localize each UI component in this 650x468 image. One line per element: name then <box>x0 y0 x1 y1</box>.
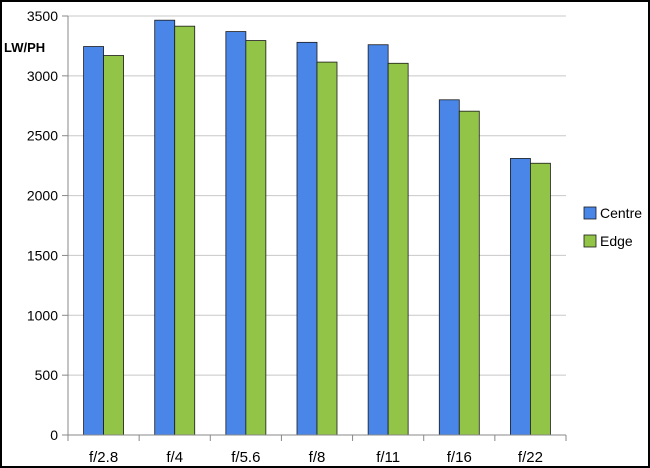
y-tick-label: 2000 <box>27 188 58 204</box>
x-tick-label: f/4 <box>166 449 183 466</box>
y-tick-label: 0 <box>50 427 58 443</box>
y-tick-label: 1000 <box>27 307 58 323</box>
y-tick-label: 1500 <box>27 247 58 263</box>
axes-group: 0 500 1000 1500 2000 2500 3000 3500 f/2.8 f/4 f/5.… <box>27 8 567 466</box>
x-tick-label: f/2.8 <box>89 449 118 466</box>
bar-edge-f16 <box>458 110 480 436</box>
bar-edge-f4 <box>174 25 196 436</box>
bar-centre-f5.6 <box>225 31 247 436</box>
bar-centre-f2.8 <box>83 46 104 436</box>
x-tick-label: f/11 <box>376 449 400 466</box>
bar-edge-f22 <box>530 162 551 436</box>
legend-label-edge: Edge <box>600 233 633 249</box>
x-tick-label: f/22 <box>518 449 543 466</box>
bar-centre-f4 <box>154 19 176 436</box>
legend-swatch-centre <box>583 206 597 220</box>
bar-centre-f11 <box>367 44 389 436</box>
bar-centre-f8 <box>296 41 318 436</box>
bar-edge-f8 <box>316 61 338 436</box>
x-tick-label: f/8 <box>309 449 326 466</box>
x-tick-label: f/16 <box>447 449 472 466</box>
bar-edge-f11 <box>387 62 409 436</box>
y-tick-label: 3000 <box>27 68 58 84</box>
y-tick-label: 500 <box>35 367 59 383</box>
x-tick-label: f/5.6 <box>231 449 260 466</box>
bar-centre-f22 <box>510 158 531 436</box>
y-tick-label: 3500 <box>27 8 58 24</box>
bar-edge-f2.8 <box>103 55 124 436</box>
legend-swatch-edge <box>583 234 597 248</box>
legend-label-centre: Centre <box>600 205 642 221</box>
bars-group <box>83 19 551 436</box>
legend: Centre Edge <box>583 205 642 249</box>
y-tick-label: 2500 <box>27 128 58 144</box>
bar-centre-f16 <box>438 99 460 436</box>
y-axis-label: LW/PH <box>4 40 45 55</box>
bar-edge-f5.6 <box>245 40 267 436</box>
